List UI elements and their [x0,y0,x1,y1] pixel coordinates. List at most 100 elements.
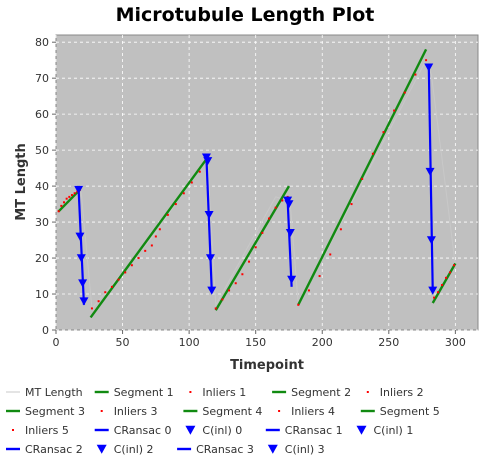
legend-item-cransac-0: CRansac 0 [95,424,172,437]
data-point [138,257,140,259]
data-point [215,307,217,309]
data-point [98,300,100,302]
legend-item-cransac-2: CRansac 2 [6,443,83,456]
data-point [449,271,451,273]
y-axis-label: MT Length [14,143,29,220]
data-point [425,59,427,61]
y-tick-label: 40 [35,180,49,193]
legend-label: C(inl) 0 [202,424,242,437]
data-point [111,286,113,288]
legend-swatch [357,426,367,435]
y-tick-label: 20 [35,252,49,265]
legend-label: MT Length [25,386,83,399]
data-point [104,291,106,293]
y-tick-label: 0 [42,324,49,337]
legend-label: Segment 1 [114,386,174,399]
data-point [167,214,169,216]
data-point [382,131,384,133]
data-point [74,192,76,194]
data-point [241,273,243,275]
legend-swatch [12,429,14,431]
data-point [372,153,374,155]
y-tick-label: 60 [35,108,49,121]
legend-label: CRansac 0 [114,424,172,437]
data-point [351,203,353,205]
legend-swatch [367,391,369,393]
legend-swatch [268,445,278,454]
x-axis-label: Timepoint [230,358,304,373]
legend-item-segment-5: Segment 5 [361,405,440,418]
data-point [340,228,342,230]
data-point [261,232,263,234]
data-point [445,277,447,279]
legend-item-inliers-2: Inliers 2 [367,386,424,399]
legend-swatch [278,410,280,412]
data-point [60,205,62,207]
y-tick-label: 70 [35,72,49,85]
data-point [361,178,363,180]
legend-swatch [101,410,103,412]
legend-label: Inliers 2 [380,386,424,399]
legend-item-segment-4: Segment 4 [183,405,262,418]
plot-background [56,35,478,330]
legend-item-cransac-1: CRansac 1 [266,424,343,437]
data-point [393,110,395,112]
data-point [71,194,73,196]
y-tick-label: 50 [35,144,49,157]
legend-label: CRansac 3 [196,443,254,456]
data-point [58,210,60,212]
data-point [131,264,133,266]
legend: MT Length Segment 1 Inliers 1 Segment 2 Inli… [6,386,440,456]
data-point [248,261,250,263]
legend-item-c-inl-2: C(inl) 2 [97,443,154,456]
legend-label: Segment 2 [291,386,351,399]
data-point [437,291,439,293]
chart-title: Microtubule Length Plot [116,4,375,26]
data-point [144,250,146,252]
data-point [124,271,126,273]
x-tick-label: 200 [312,336,333,349]
legend-swatch [189,391,191,393]
data-point [297,304,299,306]
x-tick-label: 100 [179,336,200,349]
data-point [66,198,68,200]
data-point [151,244,153,246]
y-tick-label: 30 [35,216,49,229]
data-point [68,196,70,198]
legend-label: C(inl) 2 [114,443,154,456]
data-point [175,203,177,205]
legend-item-inliers-5: Inliers 5 [12,424,69,437]
data-point [275,207,277,209]
legend-item-segment-2: Segment 2 [272,386,351,399]
data-point [159,228,161,230]
data-point [268,217,270,219]
x-tick-label: 150 [245,336,266,349]
legend-label: CRansac 1 [285,424,343,437]
data-point [308,289,310,291]
legend-label: Inliers 5 [25,424,69,437]
legend-item-mt-length: MT Length [6,386,83,399]
data-point [433,297,435,299]
x-tick-label: 300 [445,336,466,349]
data-point [155,235,157,237]
legend-item-c-inl-0: C(inl) 0 [185,424,242,437]
legend-label: Inliers 4 [291,405,335,418]
data-point [183,192,185,194]
data-point [281,199,283,201]
legend-label: Inliers 1 [202,386,246,399]
legend-swatch [97,445,107,454]
legend-item-segment-1: Segment 1 [95,386,174,399]
legend-item-inliers-1: Inliers 1 [189,386,246,399]
data-point [118,279,120,281]
legend-label: C(inl) 1 [374,424,414,437]
data-point [453,264,455,266]
data-point [414,74,416,76]
legend-label: Inliers 3 [114,405,158,418]
data-point [441,284,443,286]
x-tick-label: 0 [53,336,60,349]
data-point [255,246,257,248]
x-tick-label: 50 [116,336,130,349]
legend-label: Segment 4 [202,405,262,418]
y-tick-label: 10 [35,288,49,301]
data-point [319,275,321,277]
